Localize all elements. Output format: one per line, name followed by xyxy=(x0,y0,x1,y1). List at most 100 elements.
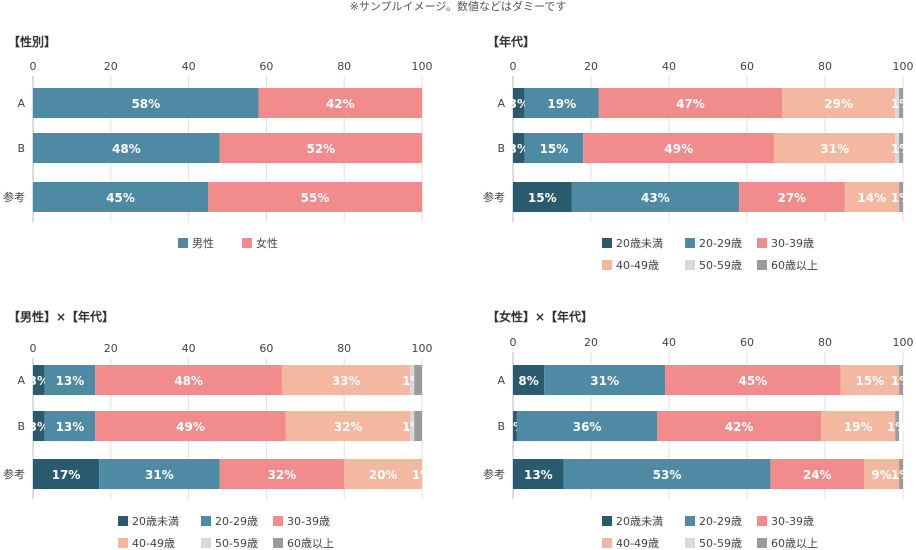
bar-segment xyxy=(258,88,422,118)
dummy-data-note: ※サンプルイメージ。数値などはダミーです xyxy=(349,0,567,13)
data-label: 9% xyxy=(871,468,891,482)
x-tick-label: 100 xyxy=(893,60,914,73)
legend-swatch xyxy=(602,516,612,526)
chart-title-gender: 【性別】 xyxy=(8,35,57,49)
bar-segment xyxy=(281,365,411,395)
data-label: 17% xyxy=(52,468,81,482)
bar-segment xyxy=(657,411,822,441)
x-tick-label: 40 xyxy=(662,336,676,349)
bar-segment xyxy=(665,365,841,395)
bar-segment xyxy=(864,459,900,489)
data-label: 52% xyxy=(306,142,335,156)
bar-segment xyxy=(895,88,900,118)
data-label: 31% xyxy=(820,142,849,156)
category-label: A xyxy=(497,374,505,387)
x-tick-label: 60 xyxy=(740,336,754,349)
data-label: 42% xyxy=(725,420,754,434)
legend-label: 30-39歳 xyxy=(771,515,814,528)
category-label: A xyxy=(17,97,25,110)
legend-label: 60歳以上 xyxy=(771,537,818,550)
bar-segment xyxy=(33,411,45,441)
x-tick-label: 0 xyxy=(510,60,517,73)
data-label: 20% xyxy=(369,468,398,482)
x-tick-label: 60 xyxy=(740,60,754,73)
bar-segment xyxy=(739,182,845,212)
legend-swatch xyxy=(757,260,767,270)
legend-swatch xyxy=(757,538,767,548)
x-tick-label: 80 xyxy=(337,342,351,355)
category-label: 参考 xyxy=(483,467,505,481)
bar-segment xyxy=(414,411,422,441)
bar-segment xyxy=(821,411,896,441)
bar-segment xyxy=(414,365,422,395)
bar-segment xyxy=(524,133,584,163)
category-label: B xyxy=(497,142,505,155)
bar-segment xyxy=(895,133,900,163)
category-label: B xyxy=(17,420,25,433)
data-label: 58% xyxy=(131,97,160,111)
legend-swatch xyxy=(242,238,252,248)
x-tick-label: 80 xyxy=(818,60,832,73)
legend-swatch xyxy=(602,260,612,270)
legend-swatch xyxy=(602,238,612,248)
legend-label: 男性 xyxy=(192,236,214,250)
data-label: 3% xyxy=(29,420,49,434)
legend-swatch xyxy=(685,538,695,548)
data-label: 32% xyxy=(268,468,297,482)
legend-label: 50-59歳 xyxy=(699,537,742,550)
category-label: 参考 xyxy=(3,190,25,204)
x-tick-label: 60 xyxy=(259,60,273,73)
bar-segment xyxy=(598,88,783,118)
category-label: 参考 xyxy=(3,467,25,481)
data-label: 1% xyxy=(891,191,911,205)
legend-swatch xyxy=(757,238,767,248)
bar-segment xyxy=(571,182,740,212)
bar-segment xyxy=(770,459,864,489)
x-tick-label: 60 xyxy=(259,342,273,355)
bar-segment xyxy=(208,182,422,212)
data-label: 45% xyxy=(738,374,767,388)
x-tick-label: 80 xyxy=(818,336,832,349)
bar-segment xyxy=(33,88,259,118)
bar-segment xyxy=(44,365,96,395)
bar-segment xyxy=(895,411,900,441)
bar-segment xyxy=(410,411,415,441)
bar-segment xyxy=(899,133,903,163)
data-label: 31% xyxy=(590,374,619,388)
data-label: 53% xyxy=(653,468,682,482)
x-tick-label: 0 xyxy=(510,336,517,349)
legend-swatch xyxy=(201,516,211,526)
bar-segment xyxy=(513,182,572,212)
data-label: 1% xyxy=(891,142,911,156)
bar-segment xyxy=(583,133,775,163)
category-label: A xyxy=(17,374,25,387)
legend-swatch xyxy=(685,260,695,270)
x-tick-label: 20 xyxy=(584,60,598,73)
chart-title-age: 【年代】 xyxy=(487,35,536,49)
data-label: 27% xyxy=(777,191,806,205)
data-label: 13% xyxy=(524,468,553,482)
data-label: 36% xyxy=(573,420,602,434)
legend-label: 50-59歳 xyxy=(699,259,742,272)
bar-segment xyxy=(95,365,282,395)
bar-segment xyxy=(513,133,525,163)
category-label: 参考 xyxy=(483,190,505,204)
bar-segment xyxy=(544,365,666,395)
legend-label: 女性 xyxy=(256,236,278,250)
data-label: 15% xyxy=(528,191,557,205)
data-label: 49% xyxy=(176,420,205,434)
x-tick-label: 40 xyxy=(662,60,676,73)
bar-segment xyxy=(410,365,415,395)
data-label: 45% xyxy=(106,191,135,205)
bar-segment xyxy=(513,365,545,395)
category-label: B xyxy=(497,420,505,433)
legend-label: 30-39歳 xyxy=(287,515,330,528)
legend-swatch xyxy=(118,516,128,526)
legend-label: 20-29歳 xyxy=(699,515,742,528)
legend-swatch xyxy=(118,538,128,548)
data-label: 3% xyxy=(29,374,49,388)
legend-swatch xyxy=(273,516,283,526)
bar-segment xyxy=(774,133,896,163)
legend-swatch xyxy=(685,238,695,248)
